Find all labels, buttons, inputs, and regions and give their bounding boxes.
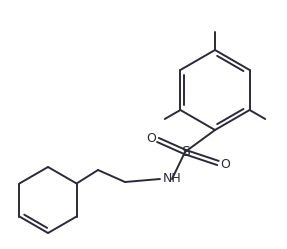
- Text: S: S: [182, 145, 190, 159]
- Text: O: O: [146, 132, 156, 145]
- Text: O: O: [220, 158, 230, 171]
- Text: NH: NH: [163, 173, 181, 186]
